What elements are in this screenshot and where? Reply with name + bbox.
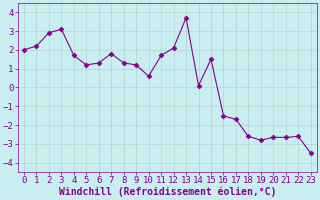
X-axis label: Windchill (Refroidissement éolien,°C): Windchill (Refroidissement éolien,°C) (59, 187, 276, 197)
